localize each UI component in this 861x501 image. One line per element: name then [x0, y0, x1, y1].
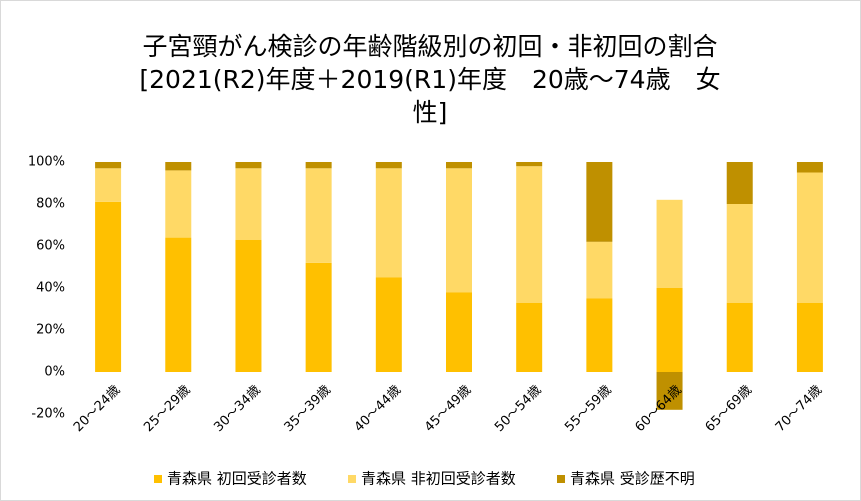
bar-segment [796, 162, 823, 173]
y-tick-label: 60% [36, 239, 65, 254]
bar-segment [235, 168, 262, 240]
bar-segment [375, 277, 402, 372]
y-tick-label: 40% [36, 281, 65, 296]
bar-segment [796, 172, 823, 303]
bar-segment [586, 162, 613, 242]
bar-segment [586, 241, 613, 299]
legend-label: 青森県 非初回受診者数 [361, 470, 516, 488]
bar-segment [95, 201, 122, 372]
bar-segment [656, 199, 683, 288]
bar-segment [375, 168, 402, 278]
bar-segment [656, 288, 683, 372]
bar-segment [656, 372, 683, 410]
bar-segment [516, 166, 543, 303]
y-tick-label: 20% [36, 323, 65, 338]
bar-segment [796, 302, 823, 372]
bar-segment [726, 204, 753, 303]
bar-segment [726, 302, 753, 372]
bar-segment [305, 262, 332, 372]
bar-segment [586, 298, 613, 372]
bar-segment [516, 302, 543, 372]
legend-swatch [154, 475, 162, 483]
chart-title: [2021(R2)年度＋2019(R1)年度 20歳～74歳 女 [139, 65, 720, 94]
legend-label: 青森県 初回受診者数 [167, 470, 307, 488]
bar-segment [165, 162, 192, 171]
bar-segment [446, 162, 472, 169]
bar-segment [235, 239, 262, 372]
bar-segment [305, 162, 332, 169]
legend-swatch [348, 475, 356, 483]
y-tick-label: 0% [44, 365, 65, 380]
bar-segment [235, 162, 262, 169]
bar-segment [516, 162, 543, 167]
bar-segment [95, 162, 122, 169]
legend-swatch [557, 475, 565, 483]
bar-segment [305, 168, 332, 263]
chart-title: 性] [413, 98, 448, 127]
bar-segment [165, 170, 192, 238]
y-tick-label: -20% [31, 407, 65, 422]
bar-segment [95, 168, 122, 202]
y-tick-label: 80% [36, 197, 65, 212]
y-tick-label: 100% [28, 155, 65, 170]
legend-label: 青森県 受診歴不明 [570, 470, 695, 488]
bar-segment [446, 168, 472, 293]
bar-segment [165, 237, 192, 372]
bar-segment [726, 162, 753, 204]
bar-segment [446, 292, 472, 372]
bar-segment [375, 162, 402, 169]
chart-title: 子宮頸がん検診の年齢階級別の初回・非初回の割合 [142, 32, 717, 61]
